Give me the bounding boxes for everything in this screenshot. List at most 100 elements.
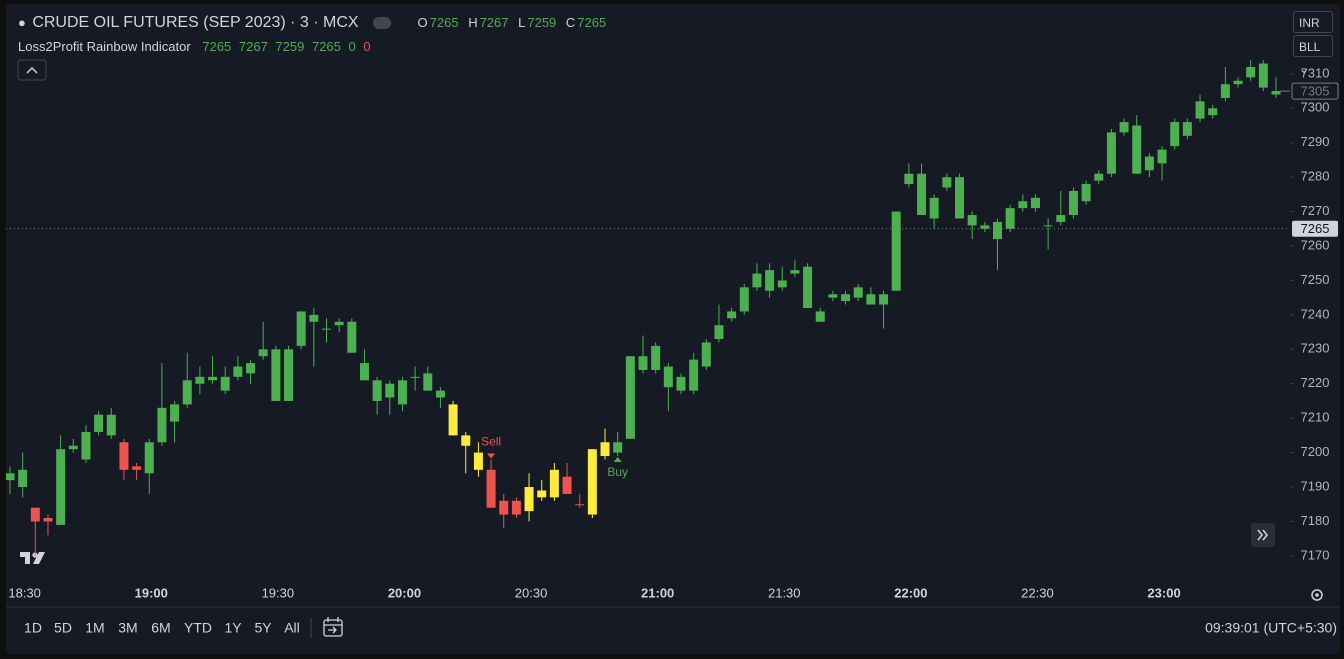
chart-widget: 09:39:01 (UTC+5:30) 7170 7180 7190 7200 7210… (6, 4, 1340, 654)
candle-body (1018, 201, 1028, 209)
candle-body (625, 356, 635, 439)
candle-body (929, 197, 939, 219)
x-tick-label: 22:00 (894, 585, 927, 600)
y-tick-label: 7280 (1301, 169, 1330, 184)
candle-body (1220, 84, 1230, 98)
candle-body (1271, 91, 1281, 95)
candle-body (752, 273, 762, 288)
range-button[interactable]: 5Y (254, 620, 272, 636)
currency-selector[interactable]: INR ⌄ (1293, 11, 1333, 52)
range-button[interactable]: 1D (24, 620, 42, 636)
candle-body (448, 404, 458, 436)
ohlc-label: H (468, 15, 478, 30)
candle-body (562, 476, 572, 494)
unit-selector[interactable]: BLL ⌄ (1293, 35, 1333, 76)
range-button[interactable]: 5D (54, 620, 72, 636)
range-button[interactable]: YTD (184, 620, 212, 636)
candle-body (397, 380, 407, 405)
collapse-button[interactable] (17, 59, 47, 81)
y-tick-label: 7260 (1301, 237, 1330, 252)
y-tick-label: 7220 (1301, 375, 1330, 390)
candle-body (891, 211, 901, 291)
price-tag-label: 7305 (1301, 84, 1330, 99)
x-tick-label: 19:30 (262, 585, 295, 600)
ohlc-label: L (518, 15, 526, 30)
settings-icon[interactable] (1311, 589, 1323, 601)
x-tick-label: 21:30 (768, 585, 801, 600)
x-tick-label: 18:30 (8, 585, 41, 600)
candle-body (119, 442, 129, 470)
candle-body (144, 442, 154, 474)
candle-body (68, 445, 78, 450)
candle-body (537, 490, 547, 498)
ohlc-value: 7265 (429, 15, 459, 30)
range-button[interactable]: All (284, 620, 300, 636)
candle-body (1258, 63, 1268, 88)
candle-body (967, 215, 977, 226)
candle-body (182, 380, 192, 405)
range-button[interactable]: 3M (118, 620, 137, 636)
candle-body (651, 345, 661, 370)
currency: INR (1299, 16, 1320, 30)
candle-body (322, 328, 331, 330)
candle-body (284, 349, 294, 401)
chart: 09:39:01 (UTC+5:30) 7170 7180 7190 7200 7210… (6, 59, 1340, 638)
price-tag (1291, 82, 1339, 100)
price-tag (1292, 220, 1338, 237)
y-tick-label: 7170 (1301, 547, 1330, 562)
ohlc-label: O (417, 15, 428, 30)
range-button[interactable]: 1M (85, 620, 104, 636)
status-pill[interactable] (373, 16, 392, 29)
candle-body (435, 390, 445, 398)
candle-body (1081, 184, 1091, 202)
indicator-name[interactable]: Loss2Profit Rainbow Indicator (18, 39, 191, 54)
candle-body (524, 487, 534, 512)
candle-body (1170, 122, 1180, 147)
candle-body (1106, 132, 1116, 174)
candle-body (853, 287, 863, 298)
candle-body (955, 177, 964, 219)
indicator-value: 7265 (202, 39, 232, 54)
candle-body (549, 469, 559, 498)
indicator-value: 7259 (275, 39, 305, 54)
scroll-button[interactable] (1251, 523, 1275, 547)
candle-body (170, 404, 180, 422)
candle-body (701, 342, 711, 367)
candle-body (461, 435, 471, 446)
candle-body (942, 177, 952, 188)
candle-body (81, 431, 91, 460)
y-tick-label: 7230 (1301, 341, 1330, 356)
unit: BLL (1299, 40, 1320, 54)
candle-body (613, 442, 623, 453)
candle-body (917, 173, 927, 216)
y-tick-label: 7240 (1301, 306, 1330, 321)
candle-body (106, 414, 116, 436)
price-tag-label: 7265 (1301, 221, 1330, 236)
candle-body (359, 363, 369, 381)
y-tick-label: 7190 (1301, 478, 1330, 493)
range-button[interactable]: 1Y (224, 620, 242, 636)
y-tick-label: 7200 (1301, 444, 1330, 459)
candle-body (246, 363, 256, 374)
y-tick-label: 7290 (1301, 134, 1330, 149)
date-range-icon[interactable] (323, 617, 343, 637)
candle-body (904, 173, 914, 185)
candle-body (220, 376, 230, 391)
candle-body (1144, 156, 1154, 171)
candle-body (258, 349, 268, 357)
candle-body (992, 221, 1002, 240)
indicator-value: 7265 (311, 39, 341, 54)
drop-icon: ● (18, 15, 26, 30)
candle-body (195, 376, 205, 384)
candle-body (777, 280, 787, 288)
range-button[interactable]: 6M (151, 620, 170, 636)
candle-body (208, 376, 218, 381)
candle-body (372, 380, 382, 401)
candle-body (271, 349, 281, 401)
candle-body (879, 294, 889, 305)
symbol-title[interactable]: CRUDE OIL FUTURES (SEP 2023) · 3 · MCX (32, 14, 359, 31)
clock: 09:39:01 (UTC+5:30) (1205, 620, 1337, 636)
candle-body (132, 466, 142, 470)
candle-body (296, 311, 306, 346)
signal-label: Sell (481, 435, 501, 449)
